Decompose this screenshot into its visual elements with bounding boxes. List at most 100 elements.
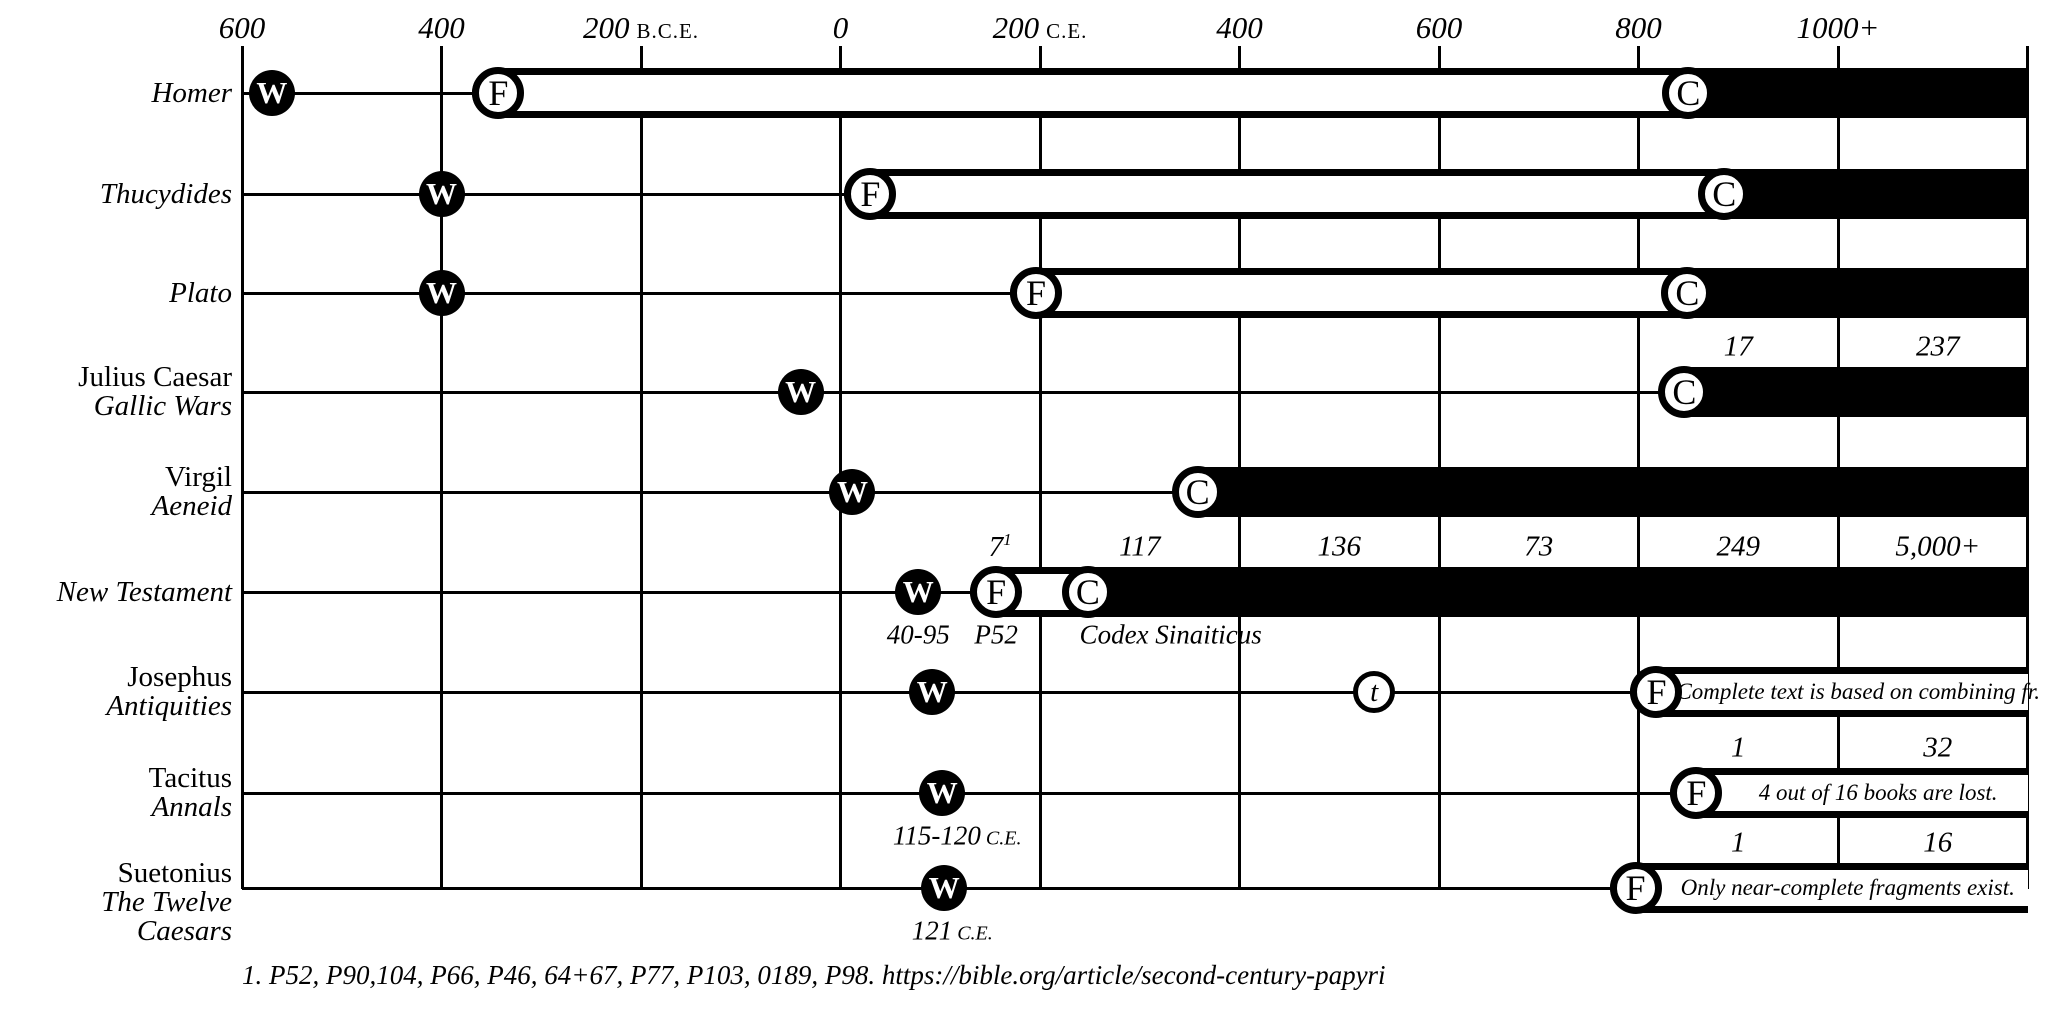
row-work-josephus: Antiquities xyxy=(106,690,232,722)
axis-tick-number: 200 xyxy=(582,10,630,45)
bar-note-suetonius: Only near-complete fragments exist. xyxy=(1680,875,2015,900)
row-label-virgil: Virgil Aeneid xyxy=(0,463,232,521)
bar-complete-copies-thucydides xyxy=(1699,169,2028,219)
marker-written-josephus: W xyxy=(909,669,956,715)
axis-tick-label: 400 xyxy=(418,10,465,46)
axis-tick-label: 1000+ xyxy=(1797,10,1880,46)
marker-first-fragment-thucydides: F xyxy=(844,168,897,220)
marker-first-fragment-plato: F xyxy=(1010,267,1062,319)
manuscript-count-suetonius: 16 xyxy=(1923,826,1953,859)
row-line-tacitus xyxy=(242,791,2028,795)
row-author-thucydides: Thucydides xyxy=(99,177,232,210)
row-line-virgil xyxy=(242,490,2028,494)
row-author-josephus: Josephus xyxy=(127,661,232,693)
axis-tick-number: 200 xyxy=(992,10,1040,45)
row-label-thucydides: Thucydides xyxy=(0,177,232,210)
axis-tick-label: 200 C.E. xyxy=(993,10,1088,49)
manuscript-count-julius-caesar: 17 xyxy=(1723,330,1753,363)
manuscript-count-new-testament: 136 xyxy=(1317,530,1362,563)
marker-written-thucydides: W xyxy=(418,171,465,217)
row-author-julius-caesar: Julius Caesar xyxy=(78,361,232,393)
gridline-400 xyxy=(440,46,443,889)
marker-written-plato: W xyxy=(418,270,465,316)
marker-date-label-new-testament: Codex Sinaiticus xyxy=(1079,619,1262,650)
axis-era-label: C.E. xyxy=(1046,19,1088,43)
marker-translation-josephus: t xyxy=(1353,671,1396,713)
marker-complete-copy-plato: C xyxy=(1661,267,1714,319)
marker-written-virgil: W xyxy=(829,469,876,515)
row-work-julius-caesar: Gallic Wars xyxy=(93,390,232,422)
marker-date-label-suetonius: 121 C.E. xyxy=(911,915,993,946)
row-author-suetonius: Suetonius xyxy=(117,857,232,889)
manuscript-count-new-testament: 5,000+ xyxy=(1895,530,1981,563)
marker-first-fragment-josephus: F xyxy=(1630,666,1683,718)
manuscript-count-new-testament: 71 xyxy=(988,530,1012,563)
date-era-label: C.E. xyxy=(957,922,993,945)
marker-first-fragment-tacitus: F xyxy=(1670,767,1723,819)
bar-complete-copies-new-testament xyxy=(1062,567,2028,617)
row-work-suetonius: The Twelve Caesars xyxy=(101,886,232,947)
manuscript-count-tacitus: 32 xyxy=(1923,731,1953,764)
axis-tick-number: 600 xyxy=(1415,10,1463,45)
bar-note-tacitus: 4 out of 16 books are lost. xyxy=(1758,780,1998,805)
marker-date-label-new-testament: P52 xyxy=(974,619,1018,650)
gridline-0 xyxy=(839,46,842,889)
row-label-josephus: Josephus Antiquities xyxy=(0,663,232,721)
row-line-josephus xyxy=(242,690,2028,694)
manuscript-count-new-testament: 73 xyxy=(1524,530,1554,563)
row-author-plato: Plato xyxy=(169,276,232,309)
bar-extant-copy-tacitus xyxy=(1670,768,2028,818)
row-line-suetonius xyxy=(242,886,2028,890)
axis-tick-label: 600 xyxy=(1416,10,1463,46)
axis-tick-number: 600 xyxy=(218,10,266,45)
axis-tick-number: 1000+ xyxy=(1796,10,1880,45)
manuscript-count-new-testament: 249 xyxy=(1716,530,1761,563)
axis-tick-number: 400 xyxy=(418,10,465,45)
marker-date-label-tacitus: 115-120 C.E. xyxy=(892,820,1022,851)
bar-complete-copies-homer xyxy=(1663,68,2028,118)
row-label-suetonius: Suetonius The Twelve Caesars xyxy=(0,859,232,946)
marker-date-label-new-testament: 40-95 xyxy=(886,619,950,650)
axis-tick-number: 800 xyxy=(1615,10,1662,45)
row-label-new-testament: New Testament xyxy=(0,575,232,608)
row-work-virgil: Aeneid xyxy=(151,490,232,522)
marker-first-fragment-new-testament: F xyxy=(970,566,1023,618)
bar-extant-copy-plato xyxy=(1010,268,1714,318)
marker-complete-copy-thucydides: C xyxy=(1698,168,1751,220)
manuscript-count-julius-caesar: 237 xyxy=(1916,330,1960,363)
bar-extant-copy-homer xyxy=(472,68,1715,118)
marker-written-homer: W xyxy=(248,70,295,116)
manuscript-count-tacitus: 1 xyxy=(1731,731,1746,764)
row-label-tacitus: Tacitus Annals xyxy=(0,764,232,822)
axis-tick-label: 200 B.C.E. xyxy=(583,10,699,49)
marker-complete-copy-julius-caesar: C xyxy=(1658,366,1711,418)
marker-complete-copy-new-testament: C xyxy=(1061,566,1114,618)
row-author-virgil: Virgil xyxy=(164,461,232,493)
marker-complete-copy-homer: C xyxy=(1662,67,1715,119)
row-author-tacitus: Tacitus xyxy=(148,762,232,794)
marker-written-suetonius: W xyxy=(921,865,968,911)
axis-tick-label: 600 xyxy=(219,10,266,46)
marker-written-julius-caesar: W xyxy=(777,369,824,415)
marker-first-fragment-suetonius: F xyxy=(1609,862,1662,914)
bar-complete-copies-plato xyxy=(1662,268,2028,318)
axis-era-label: B.C.E. xyxy=(636,19,700,43)
manuscript-count-new-testament: 117 xyxy=(1119,530,1161,563)
row-author-new-testament: New Testament xyxy=(56,575,232,608)
marker-complete-copy-virgil: C xyxy=(1171,466,1224,518)
gridline-200-c.e. xyxy=(1038,46,1042,889)
gridline-200-b.c.e. xyxy=(639,46,643,889)
count-footnote-ref: 1 xyxy=(1003,530,1012,550)
date-era-label: C.E. xyxy=(985,827,1022,850)
row-label-julius-caesar: Julius Caesar Gallic Wars xyxy=(0,363,232,421)
marker-written-tacitus: W xyxy=(919,770,966,816)
row-line-julius-caesar xyxy=(242,390,2028,394)
row-label-plato: Plato xyxy=(0,276,232,309)
row-label-homer: Homer xyxy=(0,78,232,108)
axis-tick-label: 0 xyxy=(833,10,849,46)
manuscript-count-suetonius: 1 xyxy=(1731,826,1746,859)
row-work-tacitus: Annals xyxy=(151,791,232,823)
gridline-600 xyxy=(240,46,244,889)
bar-complete-copies-virgil xyxy=(1172,467,2028,517)
